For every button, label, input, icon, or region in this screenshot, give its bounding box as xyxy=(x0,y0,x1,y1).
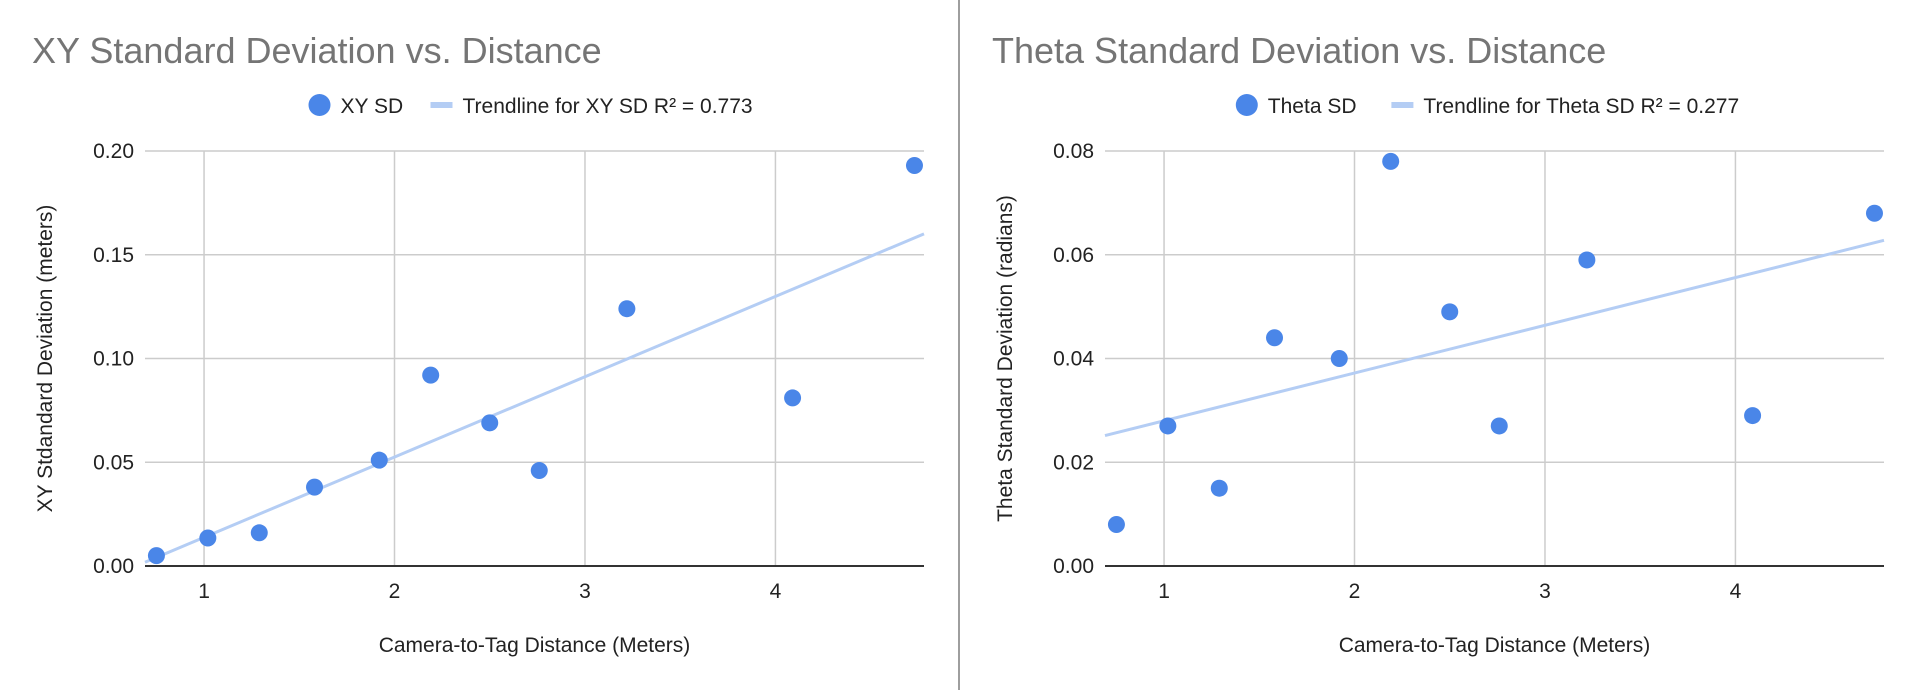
x-tick-label: 1 xyxy=(198,580,210,603)
theta-sd-scatter-chart: Theta Standard Deviation vs. Distance The… xyxy=(992,30,1885,657)
y-tick-label: 0.10 xyxy=(93,348,134,371)
data-point xyxy=(422,366,440,384)
data-point xyxy=(199,529,217,547)
x-tick-label: 3 xyxy=(579,580,591,603)
chart-divider xyxy=(958,0,960,690)
y-tick-label: 0.15 xyxy=(93,244,134,267)
y-axis-label: Theta Standard Deviation (radians) xyxy=(994,195,1017,522)
data-point xyxy=(1382,152,1400,170)
x-tick-label: 1 xyxy=(1158,580,1170,603)
data-point xyxy=(1210,479,1228,497)
y-tick-label: 0.02 xyxy=(1053,451,1094,474)
data-point xyxy=(1159,417,1177,435)
theta-chart-panel: Theta Standard Deviation vs. Distance The… xyxy=(960,0,1920,690)
y-axis-label: XY Stdandard Deviation (meters) xyxy=(34,205,57,513)
legend-trend-marker xyxy=(430,102,453,108)
y-tick-label: 0.20 xyxy=(93,140,134,163)
data-point xyxy=(370,451,388,469)
data-point xyxy=(530,462,548,480)
data-point xyxy=(1744,407,1762,425)
x-axis-label: Camera-to-Tag Distance (Meters) xyxy=(379,634,691,657)
data-point xyxy=(250,524,268,542)
xy-chart-panel: XY Standard Deviation vs. Distance XY SD T… xyxy=(32,30,925,657)
legend-point-marker xyxy=(1235,94,1258,116)
trendline xyxy=(144,232,925,564)
data-point xyxy=(306,478,324,496)
xy-sd-scatter-chart: XY Standard Deviation vs. Distance XY SD T… xyxy=(32,30,925,657)
x-tick-label: 4 xyxy=(770,580,782,603)
legend-trend-label: Trendline for Theta SD R² = 0.277 xyxy=(1423,95,1739,118)
legend-trend-label: Trendline for XY SD R² = 0.773 xyxy=(463,95,753,118)
y-tick-label: 0.06 xyxy=(1053,244,1094,267)
data-point xyxy=(481,414,499,432)
y-tick-label: 0.00 xyxy=(93,555,134,578)
legend-point-label: XY SD xyxy=(341,95,404,118)
x-axis-label: Camera-to-Tag Distance (Meters) xyxy=(1339,634,1651,657)
data-point xyxy=(1266,329,1284,347)
data-point xyxy=(905,157,923,175)
data-point xyxy=(784,389,802,407)
data-point xyxy=(1865,204,1883,222)
x-tick-label: 2 xyxy=(389,580,401,603)
data-point xyxy=(1107,516,1125,533)
y-tick-label: 0.04 xyxy=(1053,348,1094,371)
data-point xyxy=(1578,251,1596,269)
data-point xyxy=(1330,350,1348,367)
y-tick-label: 0.08 xyxy=(1053,140,1094,163)
y-tick-label: 0.05 xyxy=(93,451,134,474)
x-tick-label: 2 xyxy=(1349,580,1361,603)
data-point xyxy=(1441,303,1459,321)
chart-title: Theta Standard Deviation vs. Distance xyxy=(992,30,1606,71)
trendline xyxy=(1104,238,1885,437)
x-tick-label: 3 xyxy=(1539,580,1551,603)
legend-trend-marker xyxy=(1391,102,1414,108)
data-point xyxy=(1490,417,1508,435)
chart-title: XY Standard Deviation vs. Distance xyxy=(32,30,602,71)
data-point xyxy=(618,300,636,318)
legend-point-marker xyxy=(308,94,331,116)
legend-point-label: Theta SD xyxy=(1268,95,1357,118)
data-point xyxy=(147,547,165,565)
x-tick-label: 4 xyxy=(1730,580,1742,603)
y-tick-label: 0.00 xyxy=(1053,555,1094,578)
